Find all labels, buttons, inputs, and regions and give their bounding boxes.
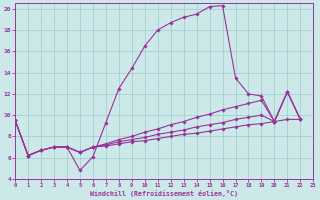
X-axis label: Windchill (Refroidissement éolien,°C): Windchill (Refroidissement éolien,°C) (90, 190, 238, 197)
